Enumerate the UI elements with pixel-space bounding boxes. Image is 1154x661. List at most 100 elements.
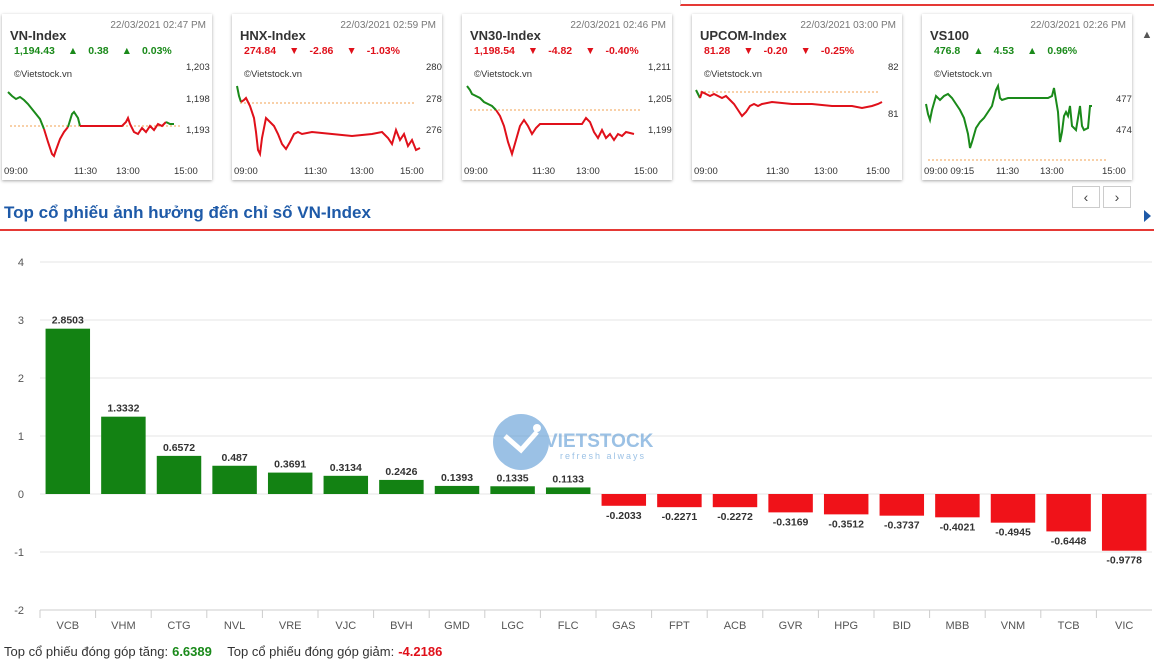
x-tick-label: CTG — [167, 620, 190, 632]
data-label: 0.1335 — [497, 472, 529, 484]
index-value: 81.28 — [704, 45, 731, 57]
index-name: UPCOM-Index — [700, 28, 787, 43]
section-divider — [0, 229, 1154, 231]
bar-gvr — [768, 494, 813, 513]
y-tick: 82 — [888, 62, 899, 73]
down-arrow-icon: ▼ — [800, 45, 811, 57]
data-label: 1.3332 — [107, 403, 139, 415]
index-pct: 0.96% — [1047, 45, 1078, 57]
index-time: 22/03/2021 02:47 PM — [110, 20, 206, 31]
x-tick: 11:30 — [74, 166, 97, 177]
index-values: 1,194.43 ▲ 0.38 ▲ 0.03% — [14, 45, 182, 57]
watermark-text: VIETSTOCK — [545, 431, 654, 452]
bar-bvh — [379, 479, 424, 494]
bar-nvl — [212, 465, 257, 494]
y-tick: 477 — [1116, 94, 1132, 105]
index-time: 22/03/2021 02:26 PM — [1030, 20, 1126, 31]
index-value: 1,194.43 — [14, 45, 55, 57]
top-up-summary: Top cổ phiếu đóng góp tăng: 6.6389 — [4, 644, 212, 659]
y-tick: 81 — [888, 109, 899, 120]
bar-series: 2.8503 1.3332 0.6572 0.487 0.3691 0.3134 0.242… — [45, 315, 1147, 567]
index-name: HNX-Index — [240, 28, 306, 43]
index-card-vn30-index[interactable]: VN30-Index 22/03/2021 02:46 PM 1,198.54 … — [462, 14, 672, 180]
index-time: 22/03/2021 03:00 PM — [800, 20, 896, 31]
intraday-chart: 1,203 1,198 1,193 09:00 11:30 13:00 15:0… — [4, 62, 210, 177]
data-label: 0.487 — [221, 452, 247, 464]
x-tick: 09:00 — [234, 166, 258, 177]
bar-fpt — [657, 494, 702, 508]
footer-summary: Top cổ phiếu đóng góp tăng: 6.6389 Top cổ… — [4, 644, 454, 659]
x-tick-label: VIC — [1115, 620, 1133, 632]
x-tick: 15:00 — [174, 166, 198, 177]
down-arrow-icon: ▼ — [527, 45, 539, 57]
x-tick-label: VJC — [335, 620, 356, 632]
x-tick-label: BVH — [390, 620, 413, 632]
data-label: 0.6572 — [163, 442, 195, 454]
y-tick-label: 2 — [18, 373, 24, 385]
x-tick: 09:00 — [694, 166, 718, 177]
y-tick: 1,199 — [648, 125, 672, 136]
index-time: 22/03/2021 02:59 PM — [340, 20, 436, 31]
x-tick-label: MBB — [945, 620, 969, 632]
index-pct: -0.25% — [820, 45, 855, 57]
index-values: 81.28 ▼ -0.20 ▼ -0.25% — [704, 45, 864, 57]
bar-vnm — [990, 494, 1036, 523]
index-card-vs100[interactable]: VS100 22/03/2021 02:26 PM 476.8 ▲ 4.53 ▲ 0… — [922, 14, 1132, 180]
x-tick: 13:00 — [116, 166, 140, 177]
down-arrow-icon: ▼ — [743, 45, 754, 57]
chevron-left-icon: ‹ — [1083, 189, 1089, 205]
x-tick: 11:30 — [532, 166, 555, 177]
index-card-vn-index[interactable]: VN-Index 22/03/2021 02:47 PM 1,194.43 ▲ 0… — [2, 14, 212, 180]
bar-vjc — [323, 475, 369, 494]
x-axis: VCB VHM CTG NVL VRE VJC BVH GMD LGC FLC GAS FPT ACB G… — [39, 609, 1152, 632]
bar-lgc — [490, 486, 535, 494]
index-change: 4.53 — [993, 45, 1015, 57]
collapse-icon[interactable]: ▲ — [1141, 29, 1153, 41]
index-card-upcom-index[interactable]: UPCOM-Index 22/03/2021 03:00 PM 81.28 ▼ -… — [692, 14, 902, 180]
x-tick-label: VNM — [1001, 620, 1025, 632]
index-name: VS100 — [930, 28, 970, 43]
y-tick-label: 4 — [18, 257, 24, 269]
y-tick: 278 — [426, 94, 442, 105]
bar-vic — [1101, 494, 1147, 551]
data-label: -0.4021 — [940, 521, 976, 533]
bar-acb — [712, 494, 758, 508]
down-arrow-icon: ▼ — [289, 45, 300, 57]
watermark-tagline: refresh always — [560, 451, 646, 461]
y-tick: 280 — [426, 62, 442, 73]
intraday-chart: 280 278 276 09:00 11:30 13:00 15:00 — [234, 62, 442, 177]
index-change: -4.82 — [548, 45, 573, 57]
top-down-summary: Top cổ phiếu đóng góp giảm: -4.2186 — [227, 644, 442, 659]
data-label: -0.9778 — [1106, 555, 1142, 567]
x-tick: 15:00 — [634, 166, 658, 177]
prev-button[interactable]: ‹ — [1072, 186, 1100, 208]
x-tick: 15:00 — [866, 166, 890, 177]
data-label: 0.3134 — [330, 462, 362, 474]
index-pct: -1.03% — [366, 45, 400, 57]
bar-gas — [601, 494, 647, 506]
up-arrow-icon: ▲ — [121, 45, 132, 57]
data-label: -0.3737 — [884, 520, 920, 532]
up-arrow-icon: ▲ — [67, 45, 79, 57]
intraday-chart: 477 474 09:00 09:15 11:30 13:00 15:00 — [924, 82, 1132, 177]
section-title: Top cổ phiếu ảnh hưởng đến chỉ số VN-Ind… — [4, 203, 371, 222]
x-tick-label: NVL — [224, 620, 245, 632]
index-card-hnx-index[interactable]: HNX-Index 22/03/2021 02:59 PM 274.84 ▼ -2… — [232, 14, 442, 180]
vietstock-watermark: VIETSTOCK refresh always — [493, 414, 654, 470]
index-value: 1,198.54 — [474, 45, 515, 57]
data-label: 0.1133 — [552, 473, 584, 485]
bar-vre — [267, 472, 313, 494]
x-tick-label: VRE — [279, 620, 302, 632]
index-values: 1,198.54 ▼ -4.82 ▼ -0.40% — [474, 45, 649, 57]
index-value: 274.84 — [244, 45, 277, 57]
bar-mbb — [935, 494, 980, 518]
impact-bar-chart: VIETSTOCK refresh always 2.8503 1.3332 0.6… — [14, 257, 1152, 632]
x-tick-label: FPT — [669, 620, 690, 632]
bar-gmd — [434, 485, 480, 494]
index-value: 476.8 — [934, 45, 961, 57]
index-time: 22/03/2021 02:46 PM — [570, 20, 666, 31]
next-button[interactable]: › — [1103, 186, 1131, 208]
index-change: 0.38 — [88, 45, 109, 57]
x-tick: 11:30 — [304, 166, 327, 177]
expand-arrow-icon[interactable] — [1144, 210, 1151, 222]
